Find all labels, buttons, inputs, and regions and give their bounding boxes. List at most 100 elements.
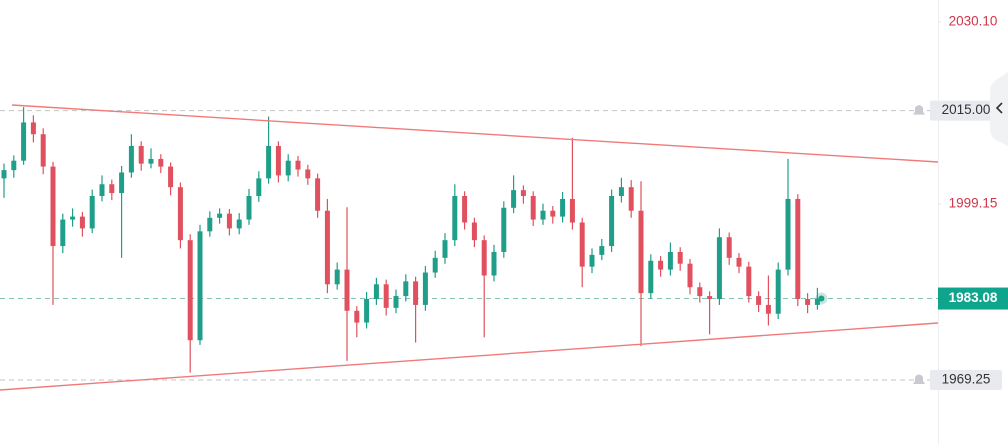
candle-body	[589, 254, 595, 267]
candle-body	[677, 251, 683, 264]
alert-label: 2015.00	[942, 102, 991, 117]
candle-body	[462, 196, 468, 223]
candle-body	[119, 172, 125, 194]
candle-body	[109, 184, 115, 194]
candle-body	[128, 145, 134, 173]
trendlines	[0, 104, 939, 391]
candle-body	[726, 237, 732, 258]
candle-body	[344, 269, 350, 311]
candle-body	[452, 196, 458, 241]
candle-body	[226, 213, 232, 229]
candle-body	[471, 222, 477, 241]
candle-body	[295, 160, 301, 170]
candle-body	[168, 166, 174, 188]
y-tick-label: 2030.10	[949, 13, 998, 28]
horizontal-lines	[0, 110, 938, 381]
candle-body	[89, 196, 95, 229]
candle-body	[599, 246, 605, 255]
candle-body	[50, 166, 56, 247]
candle-body	[707, 296, 713, 300]
candle-body	[413, 281, 419, 305]
collapse-icon[interactable]	[995, 102, 1003, 114]
candle-body	[540, 210, 546, 220]
candle-body	[217, 213, 223, 218]
candle-body	[550, 210, 556, 217]
candle-body	[687, 263, 693, 288]
candle-body	[403, 281, 409, 297]
candle-body	[11, 160, 17, 171]
candle-body	[765, 304, 771, 314]
candle-body	[60, 219, 66, 247]
candle-body	[648, 260, 654, 294]
candle-body	[148, 158, 154, 164]
bell-icon[interactable]	[913, 105, 925, 115]
candle-body	[432, 257, 438, 273]
candle-body	[383, 284, 389, 308]
candle-body	[746, 266, 752, 297]
candle-body	[373, 284, 379, 300]
candle-body	[785, 198, 791, 270]
candle-body	[481, 240, 487, 276]
last-price-dot	[818, 295, 825, 302]
candle-body	[520, 190, 526, 197]
candle-body	[236, 219, 242, 229]
alert-badge[interactable]	[930, 100, 1002, 121]
candle-body	[442, 240, 448, 258]
candle-body	[511, 190, 517, 208]
candle-body	[158, 158, 164, 167]
candle-body	[638, 210, 644, 294]
candle-body	[79, 216, 85, 229]
candle-body	[569, 198, 575, 223]
trendline	[11, 104, 939, 163]
candle-body	[99, 184, 105, 197]
candle-body	[30, 122, 36, 135]
candle-body	[305, 169, 311, 179]
alert-label: 1969.25	[942, 372, 991, 387]
candle-body	[138, 145, 144, 164]
candle-body	[21, 122, 27, 161]
candle-body	[736, 257, 742, 267]
y-tick-label: 1999.15	[949, 196, 998, 211]
candle-body	[1, 170, 7, 179]
candle-body	[814, 298, 820, 305]
candle-body	[187, 240, 193, 341]
candle-body	[579, 222, 585, 267]
bell-icon[interactable]	[913, 374, 925, 384]
candle-body	[609, 196, 615, 247]
candle-body	[275, 145, 281, 176]
candle-body	[560, 198, 566, 217]
candle-body	[334, 269, 340, 285]
candle-body	[716, 237, 722, 300]
candle-body	[628, 187, 634, 211]
candle-body	[491, 251, 497, 276]
candle-body	[775, 269, 781, 314]
candle-body	[393, 296, 399, 308]
candle-body	[197, 231, 203, 341]
candle-body	[530, 196, 536, 220]
candle-body	[266, 145, 272, 179]
candle-body	[256, 178, 262, 197]
candle-body	[324, 210, 330, 285]
candle-body	[618, 187, 624, 197]
candle-body	[315, 178, 321, 211]
alert-badge[interactable]	[930, 369, 1002, 390]
candle-body	[805, 299, 811, 305]
candle-body	[658, 260, 664, 270]
candle-body	[756, 296, 762, 305]
candle-body	[795, 198, 801, 300]
candle-body	[246, 196, 252, 220]
current-price-badge	[938, 287, 1008, 310]
candle-body	[501, 207, 507, 252]
candle-body	[285, 160, 291, 176]
candle-body	[697, 287, 703, 297]
candle-body	[40, 134, 46, 167]
candle-body	[177, 187, 183, 241]
candle-body	[422, 272, 428, 305]
candles	[1, 107, 828, 373]
candle-body	[364, 299, 370, 323]
current-price-label: 1983.08	[949, 290, 998, 305]
candle-body	[354, 310, 360, 323]
candle-body	[207, 217, 213, 232]
